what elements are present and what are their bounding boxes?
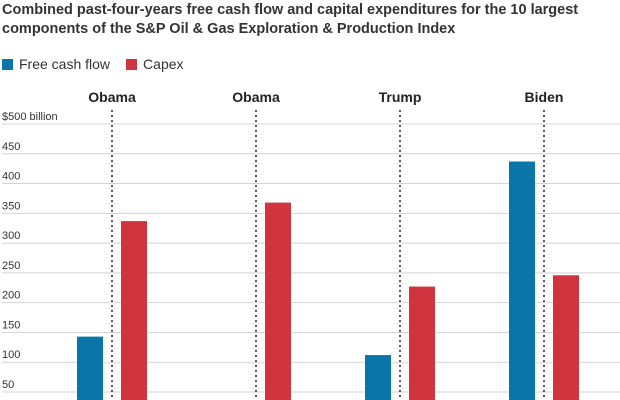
bar-capex-2	[409, 286, 435, 400]
y-tick-label: 400	[2, 171, 20, 183]
y-tick-label: 450	[2, 141, 20, 153]
legend-item-capex: Capex	[126, 56, 184, 72]
bar-capex-1	[265, 202, 291, 400]
y-axis-ticks: 50 100 150 200 250 300 350 400 450 $500 billion	[2, 111, 58, 391]
era-label-biden: Biden	[525, 89, 564, 105]
legend-label-capex: Capex	[143, 56, 184, 72]
y-tick-label: 250	[2, 260, 20, 272]
bar-free-cash-flow-3	[509, 161, 535, 400]
y-tick-label: 350	[2, 200, 20, 212]
y-tick-label: $500 billion	[2, 111, 58, 123]
y-tick-label: 100	[2, 349, 20, 361]
legend-swatch-free-cash-flow	[2, 58, 13, 70]
y-tick-label: 200	[2, 290, 20, 302]
bars	[77, 161, 579, 400]
era-label-trump: Trump	[379, 89, 422, 105]
legend: Free cash flow Capex	[2, 54, 200, 74]
y-tick-label: 50	[2, 379, 14, 391]
bar-free-cash-flow-2	[365, 355, 391, 400]
era-label-obama: Obama	[232, 89, 280, 105]
legend-label-free-cash-flow: Free cash flow	[19, 56, 111, 72]
bar-capex-0	[121, 221, 147, 400]
legend-swatch-capex	[126, 58, 138, 70]
era-label-obama: Obama	[88, 89, 136, 105]
legend-item-free-cash-flow: Free cash flow	[2, 56, 110, 72]
y-tick-label: 150	[2, 319, 20, 331]
era-labels: Obama Obama Trump Biden	[88, 89, 563, 105]
era-dividers	[111, 110, 545, 400]
chart-title: Combined past-four-years free cash flow …	[2, 2, 579, 37]
bar-free-cash-flow-0	[77, 336, 103, 400]
bar-capex-3	[553, 275, 579, 400]
y-tick-label: 300	[2, 230, 20, 242]
